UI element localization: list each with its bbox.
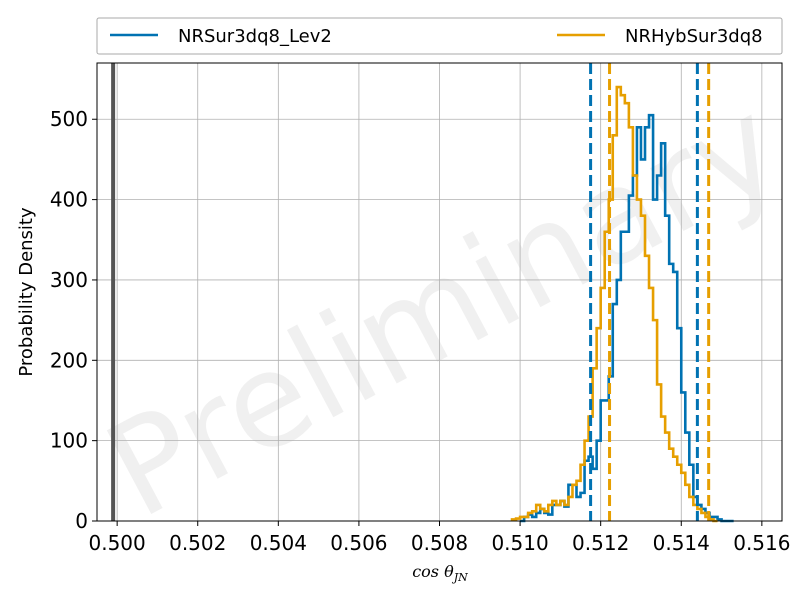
- x-tick-label: 0.504: [250, 531, 307, 555]
- x-tick-label: 0.512: [572, 531, 629, 555]
- y-tick-label: 400: [50, 188, 88, 212]
- y-tick-label: 300: [50, 268, 88, 292]
- y-tick-label: 500: [50, 107, 88, 131]
- legend: NRSur3dq8_Lev2 NRHybSur3dq8: [96, 17, 783, 55]
- x-tick-label: 0.500: [89, 531, 146, 555]
- y-tick-label: 200: [50, 348, 88, 372]
- series-layer: [510, 85, 734, 523]
- y-axis-label: Probability Density: [16, 207, 37, 377]
- x-tick-label: 0.516: [733, 531, 790, 555]
- x-axis-label: cos θJN: [412, 562, 468, 584]
- x-tick-label: 0.510: [491, 531, 548, 555]
- y-tick-label: 100: [50, 429, 88, 453]
- histogram-series-0: [520, 113, 734, 523]
- legend-label-1: NRHybSur3dq8: [625, 26, 763, 47]
- x-tick-label: 0.502: [169, 531, 226, 555]
- reference-lines: [111, 63, 711, 521]
- y-tick-label: 0: [75, 509, 88, 533]
- x-tick-label: 0.508: [411, 531, 468, 555]
- x-tick-label: 0.506: [330, 531, 387, 555]
- legend-box: [96, 17, 783, 55]
- x-axis-label-theta: θ: [444, 562, 454, 581]
- legend-label-0: NRSur3dq8_Lev2: [178, 26, 332, 47]
- x-tick-label: 0.514: [653, 531, 710, 555]
- axis-ticks: 0.500 0.502 0.504 0.506 0.508 0.510 0.512 0.514…: [50, 107, 791, 555]
- x-axis-label-subscript: JN: [452, 571, 468, 584]
- histogram-series-1: [510, 85, 718, 523]
